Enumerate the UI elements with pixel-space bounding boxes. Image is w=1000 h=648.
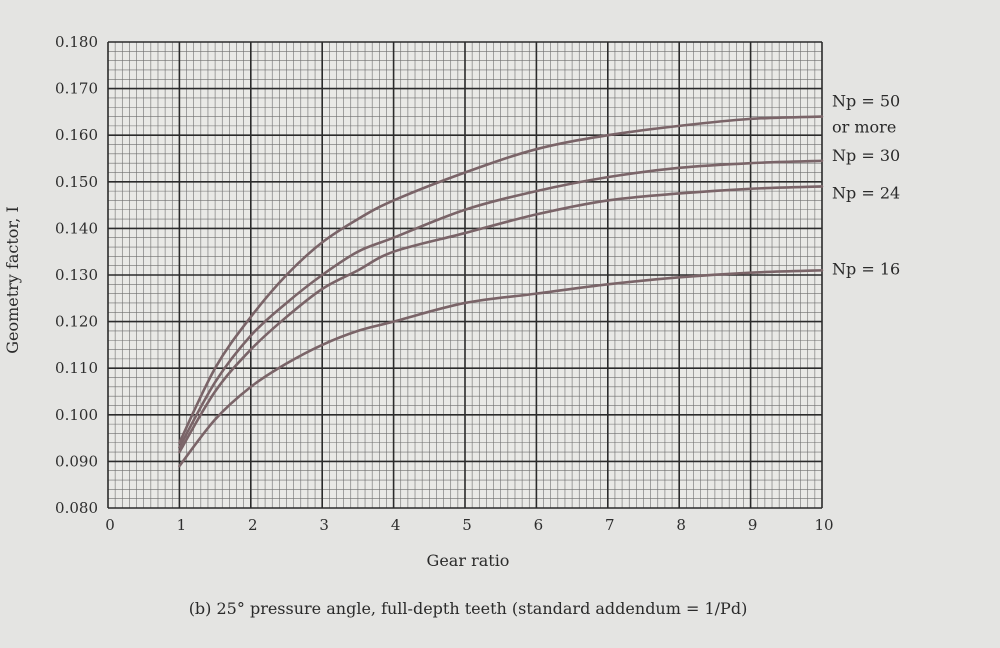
y-tick-label: 0.120 bbox=[55, 313, 98, 331]
y-tick-label: 0.110 bbox=[55, 359, 98, 377]
x-tick-label: 4 bbox=[391, 516, 401, 534]
series-line-3 bbox=[178, 269, 824, 468]
x-axis-label: Gear ratio bbox=[427, 551, 510, 570]
x-tick-label: 6 bbox=[534, 516, 544, 534]
y-axis-label: Geometry factor, I bbox=[3, 206, 22, 354]
x-tick-label: 1 bbox=[177, 516, 187, 534]
y-tick-label: 0.170 bbox=[55, 80, 98, 98]
y-tick-label: 0.150 bbox=[55, 173, 98, 191]
series-label: Np = 16 bbox=[832, 259, 900, 278]
series-label-line2: or more bbox=[832, 118, 896, 137]
y-tick-label: 0.180 bbox=[55, 33, 98, 51]
series-labels: Np = 50 or more Np = 30 Np = 24 Np = 16 bbox=[832, 92, 900, 279]
y-tick-label: 0.140 bbox=[55, 219, 98, 237]
y-tick-label: 0.090 bbox=[55, 452, 98, 470]
y-tick-label: 0.100 bbox=[55, 406, 98, 424]
y-tick-label: 0.160 bbox=[55, 126, 98, 144]
series-line-0 bbox=[178, 115, 824, 445]
x-tick-label: 3 bbox=[319, 516, 329, 534]
y-tick-label: 0.080 bbox=[55, 499, 98, 517]
x-tick-label: 8 bbox=[676, 516, 686, 534]
y-axis-ticks: 0.080 0.090 0.100 0.110 0.120 0.130 0.140 0.150… bbox=[55, 33, 98, 517]
x-tick-label: 2 bbox=[248, 516, 258, 534]
chart-caption: (b) 25° pressure angle, full-depth teeth… bbox=[189, 599, 748, 618]
x-tick-label: 7 bbox=[605, 516, 615, 534]
y-tick-label: 0.130 bbox=[55, 266, 98, 284]
x-tick-label: 0 bbox=[105, 516, 115, 534]
x-tick-label: 9 bbox=[748, 516, 758, 534]
series-label: Np = 30 bbox=[832, 146, 900, 165]
curves bbox=[178, 115, 824, 468]
x-tick-label: 10 bbox=[814, 516, 833, 534]
series-label: Np = 24 bbox=[832, 183, 900, 202]
series-label: Np = 50 bbox=[832, 92, 900, 111]
x-axis-ticks: 0 1 2 3 4 5 6 7 8 9 10 bbox=[105, 516, 833, 534]
series-line-1 bbox=[178, 159, 824, 449]
x-tick-label: 5 bbox=[462, 516, 472, 534]
series-line-2 bbox=[178, 185, 824, 454]
